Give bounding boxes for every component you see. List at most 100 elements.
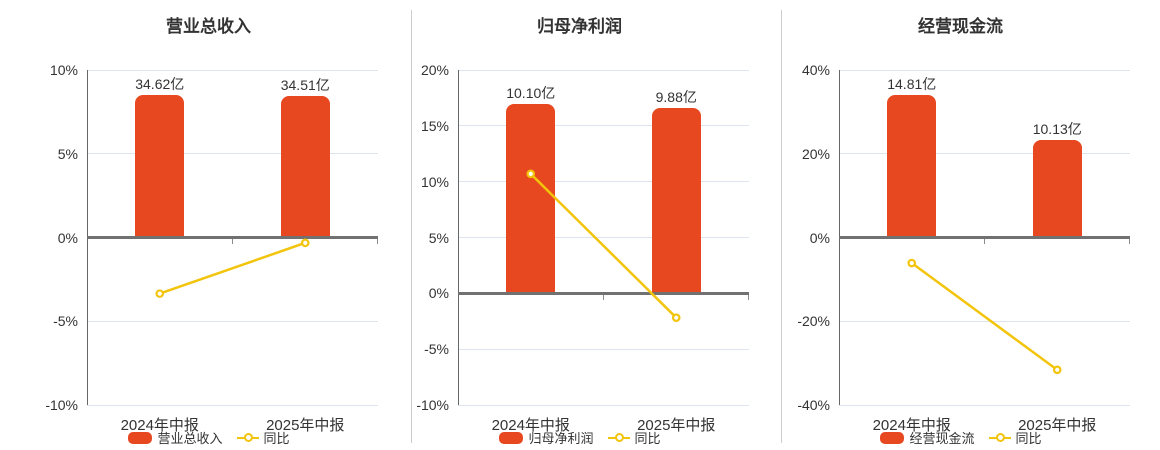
y-axis-tick-label: 0% [57, 229, 78, 246]
gridline [458, 404, 749, 406]
bar-2025年中报[interactable] [651, 107, 701, 294]
y-axis-tick-label: 15% [420, 117, 449, 134]
bar-value-label: 10.10亿 [506, 84, 556, 101]
y-axis-tick-label: 5% [428, 229, 449, 246]
legend-label: 营业总收入 [157, 431, 223, 446]
category-axis-tick [983, 239, 985, 244]
x-category-label: 2025年中报 [1018, 417, 1097, 434]
panel-divider [411, 10, 412, 443]
gridline [458, 237, 749, 238]
y-axis-tick-label: -40% [797, 397, 830, 413]
chart-title: 经营现金流 [918, 17, 1003, 36]
y-axis-tick-label: -5% [424, 341, 449, 358]
x-category-label: 2024年中报 [872, 417, 951, 434]
bar-2024年中报[interactable] [887, 95, 937, 238]
gridline [87, 153, 378, 155]
trend-line [529, 172, 678, 319]
legend-bar-swatch [879, 431, 904, 444]
trend-line-series [526, 169, 681, 322]
legend-line-circle [243, 433, 253, 442]
bar-2024年中报[interactable] [506, 103, 556, 294]
bar-2025年中报[interactable] [280, 95, 330, 238]
gridline [458, 181, 749, 183]
legend-item-经营现金流[interactable]: 经营现金流 [879, 428, 975, 447]
legend-bar-swatch [498, 431, 523, 444]
y-axis-tick-label: 0% [428, 285, 449, 302]
chart-legend: 营业总收入 同比 [127, 428, 290, 447]
y-axis-tick-label: 10% [49, 62, 78, 78]
legend-label: 归母净利润 [528, 431, 594, 446]
legend-line-circle [614, 433, 624, 442]
bar-value-label: 9.88亿 [655, 88, 697, 105]
bar-value-label: 10.13亿 [1032, 121, 1082, 138]
chart-legend: 经营现金流 同比 [879, 428, 1042, 447]
x-category-label: 2025年中报 [637, 417, 716, 434]
trend-line-marker[interactable] [526, 169, 536, 179]
trend-line-marker[interactable] [155, 289, 165, 298]
legend-line-marker-icon [988, 432, 1011, 444]
trend-line-series [155, 238, 310, 298]
x-category-label: 2024年中报 [120, 417, 199, 434]
y-axis-tick-label: 20% [801, 145, 830, 162]
legend-line-marker-icon [607, 432, 630, 444]
y-axis-tick-label: 10% [420, 173, 449, 190]
chart-panel: 归母净利润 20% 15% 10% 5% 0% -5% -10% 10.10亿 9.88亿 2024… [412, 0, 781, 450]
y-axis-tick-label: -10% [45, 397, 78, 413]
legend-label: 同比 [263, 431, 290, 446]
x-category-label: 2025年中报 [266, 417, 345, 434]
legend-item-同比[interactable]: 同比 [223, 428, 290, 447]
chart-panel: 经营现金流 40% 20% 0% -20% -40% 14.81亿 10.13亿 2024年中报… [781, 0, 1160, 450]
y-axis-line [458, 70, 459, 405]
y-axis-tick-label: -5% [53, 313, 78, 330]
y-axis-tick-label: 5% [57, 145, 78, 162]
legend-line-marker-icon [236, 432, 259, 444]
category-axis-tick [231, 239, 233, 244]
gridline [458, 348, 749, 350]
y-axis-tick-label: 20% [420, 62, 449, 78]
gridline [458, 69, 749, 71]
chart-panel: 营业总收入 10% 5% 0% -5% -10% 34.62亿 34.51亿 2024年中报 20… [0, 0, 412, 450]
zero-axis-line [87, 236, 378, 239]
trend-line [911, 262, 1058, 371]
y-axis-tick-label: 40% [801, 62, 830, 78]
legend-label: 经营现金流 [909, 431, 975, 446]
bar-2024年中报[interactable] [135, 95, 185, 238]
legend-label: 同比 [634, 431, 661, 446]
gridline [839, 69, 1130, 71]
bar-value-label: 34.51亿 [280, 76, 330, 93]
legend-bar-swatch [127, 431, 152, 444]
y-axis-tick-label: -20% [797, 313, 830, 330]
trend-line [159, 241, 306, 295]
legend-label: 同比 [1015, 431, 1042, 446]
legend-item-营业总收入[interactable]: 营业总收入 [127, 428, 223, 447]
gridline [839, 320, 1130, 322]
legend-item-同比[interactable]: 同比 [975, 428, 1042, 447]
trend-line-marker[interactable] [671, 313, 681, 322]
bar-value-label: 14.81亿 [887, 76, 937, 93]
chart-title: 营业总收入 [166, 17, 251, 36]
y-axis-tick-label: 0% [809, 229, 830, 246]
chart-legend: 归母净利润 同比 [498, 428, 661, 447]
panel-divider [781, 10, 782, 443]
trend-line-marker[interactable] [907, 258, 917, 268]
legend-line-circle [995, 433, 1005, 442]
bar-value-label: 34.62亿 [135, 76, 185, 93]
gridline [87, 69, 378, 71]
legend-item-归母净利润[interactable]: 归母净利润 [498, 428, 594, 447]
gridline [87, 404, 378, 406]
chart-title: 归母净利润 [537, 17, 622, 36]
bar-2025年中报[interactable] [1032, 140, 1082, 238]
gridline [458, 125, 749, 127]
x-category-label: 2024年中报 [491, 417, 570, 434]
trend-line-marker[interactable] [1052, 365, 1062, 375]
gridline [87, 320, 378, 322]
category-axis-tick [748, 294, 749, 300]
y-axis-tick-label: -10% [416, 397, 449, 413]
trend-line-marker[interactable] [300, 238, 310, 248]
zero-axis-line [458, 291, 749, 295]
category-axis-tick [602, 294, 604, 300]
legend-item-同比[interactable]: 同比 [594, 428, 661, 447]
trend-line-series [907, 258, 1062, 375]
gridline [839, 153, 1130, 155]
